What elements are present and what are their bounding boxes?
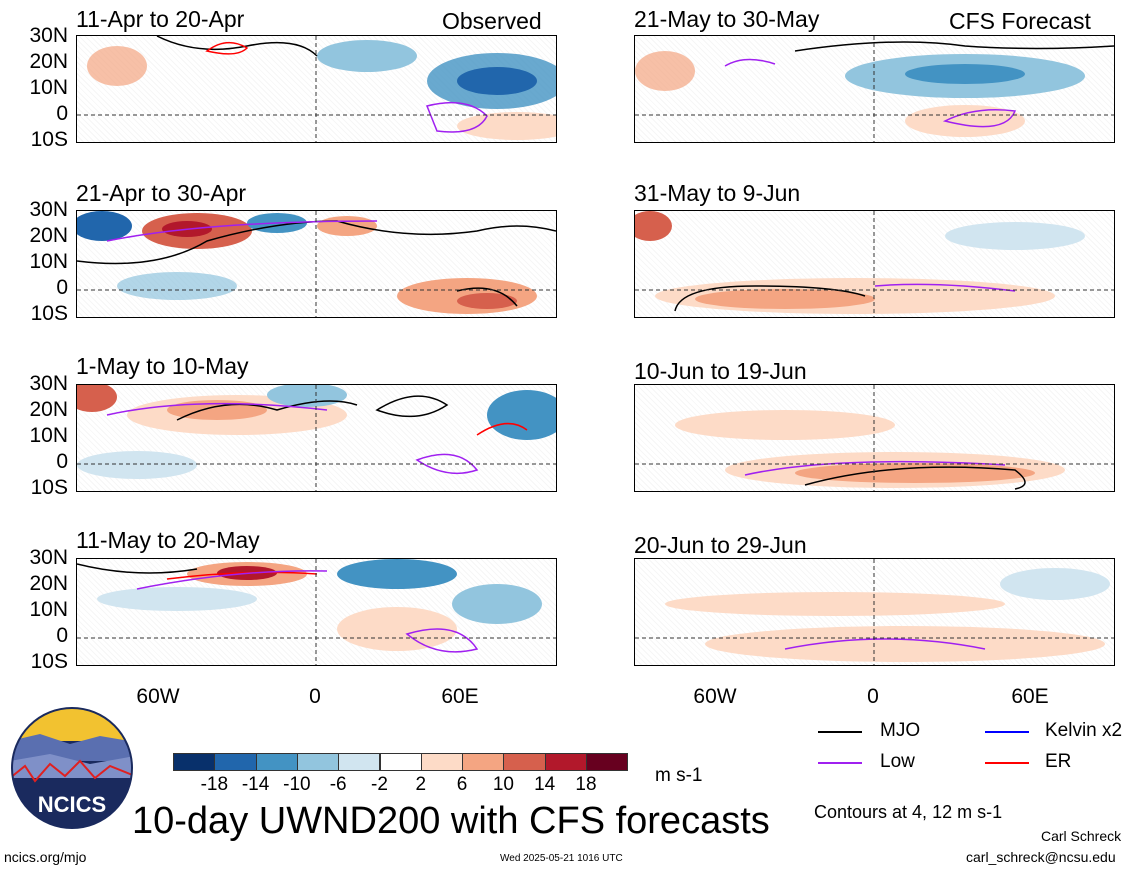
map-panel-obs-3 — [76, 384, 557, 492]
lon-tick: 60E — [441, 685, 479, 708]
panel-title-fcst-3: 10-Jun to 19-Jun — [634, 358, 807, 384]
colorbar-tick: -2 — [371, 774, 388, 795]
map-panel-fcst-4 — [634, 558, 1115, 666]
lat-tick: 20N — [29, 572, 68, 595]
panel-title-obs-1: 11-Apr to 20-Apr — [76, 6, 245, 32]
footer-author: Carl Schreck — [1041, 828, 1122, 844]
legend-swatch-er — [985, 762, 1029, 764]
main-title: 10-day UWND200 with CFS forecasts — [132, 800, 770, 842]
lat-tick: 10N — [29, 250, 68, 273]
colorbar-cell — [379, 753, 422, 771]
lon-tick: 60E — [1011, 685, 1049, 708]
lat-tick: 0 — [56, 102, 68, 125]
colorbar-tick: 10 — [492, 774, 514, 795]
lat-tick: 30N — [29, 546, 68, 569]
colorbar-cell — [586, 753, 629, 771]
lat-tick: 0 — [56, 450, 68, 473]
lon-tick: 60W — [136, 685, 180, 708]
lat-tick: 0 — [56, 276, 68, 299]
colorbar-cell — [544, 753, 587, 771]
lat-tick: 10S — [30, 128, 68, 151]
field-obs-3 — [77, 385, 556, 491]
field-fcst-3 — [635, 385, 1114, 491]
forecast-label: CFS Forecast — [949, 8, 1091, 34]
colorbar-tick: -14 — [241, 774, 270, 795]
footer-url: ncics.org/mjo — [4, 849, 87, 865]
panel-title-fcst-2: 31-May to 9-Jun — [634, 180, 801, 206]
colorbar-cell — [255, 753, 298, 771]
legend-label-kelvin: Kelvin x2 — [1045, 720, 1123, 741]
ncics-logo: NCICS — [10, 706, 135, 831]
footer-timestamp: Wed 2025-05-21 1016 UTC — [500, 853, 623, 864]
colorbar-cell — [338, 753, 381, 771]
panel-title-obs-3: 1-May to 10-May — [76, 353, 249, 379]
colorbar-tick: -6 — [329, 774, 347, 795]
lat-tick: 30N — [29, 24, 68, 47]
colorbar-tick: 2 — [415, 774, 427, 795]
lat-tick: 20N — [29, 224, 68, 247]
panel-title-fcst-1: 21-May to 30-May — [634, 6, 820, 32]
lat-tick: 10N — [29, 598, 68, 621]
lat-tick: 10N — [29, 76, 68, 99]
field-obs-4 — [77, 559, 556, 665]
field-obs-2 — [77, 211, 556, 317]
map-panel-obs-4 — [76, 558, 557, 666]
lon-tick: 0 — [867, 685, 879, 708]
panel-title-fcst-4: 20-Jun to 29-Jun — [634, 532, 807, 558]
map-panel-obs-2 — [76, 210, 557, 318]
field-obs-1 — [77, 36, 556, 142]
legend-swatch-mjo — [818, 731, 862, 733]
map-panel-fcst-2 — [634, 210, 1115, 318]
colorbar-cell — [214, 753, 257, 771]
footer-email: carl_schreck@ncsu.edu — [966, 849, 1116, 865]
logo-text: NCICS — [38, 792, 106, 817]
colorbar-cell — [462, 753, 505, 771]
panel-title-obs-4: 11-May to 20-May — [76, 527, 260, 553]
observed-label: Observed — [442, 8, 542, 34]
lat-tick: 10N — [29, 424, 68, 447]
map-panel-obs-1 — [76, 35, 557, 143]
colorbar-cell — [420, 753, 464, 771]
legend-swatch-kelvin — [985, 731, 1029, 733]
colorbar-tick: -10 — [283, 774, 311, 795]
lon-tick: 0 — [309, 685, 321, 708]
field-fcst-2 — [635, 211, 1114, 317]
colorbar-cell — [503, 753, 546, 771]
lat-tick: 10S — [30, 650, 68, 673]
lat-tick: 0 — [56, 624, 68, 647]
legend-label-low: Low — [880, 751, 915, 772]
field-fcst-4 — [635, 559, 1114, 665]
lat-tick: 30N — [29, 372, 68, 395]
panel-title-obs-2: 21-Apr to 30-Apr — [76, 180, 247, 206]
map-panel-fcst-3 — [634, 384, 1115, 492]
lat-tick: 20N — [29, 50, 68, 73]
legend-swatch-low — [818, 762, 862, 764]
legend-label-mjo: MJO — [880, 720, 921, 741]
colorbar-tick: 6 — [456, 774, 468, 795]
colorbar-tick: -18 — [200, 774, 229, 795]
colorbar-tick: 18 — [575, 774, 597, 795]
colorbar-cell — [296, 753, 340, 771]
lat-tick: 10S — [30, 476, 68, 499]
lat-tick: 10S — [30, 302, 68, 325]
colorbar-tick: 14 — [534, 774, 556, 795]
lat-tick: 30N — [29, 198, 68, 221]
colorbar-cell — [173, 753, 216, 771]
legend-label-er: ER — [1045, 751, 1072, 772]
lat-tick: 20N — [29, 398, 68, 421]
contours-note: Contours at 4, 12 m s-1 — [814, 802, 1003, 822]
field-fcst-1 — [635, 36, 1114, 142]
map-panel-fcst-1 — [634, 35, 1115, 143]
lon-tick: 60W — [693, 685, 737, 708]
colorbar-units: m s-1 — [655, 765, 703, 786]
